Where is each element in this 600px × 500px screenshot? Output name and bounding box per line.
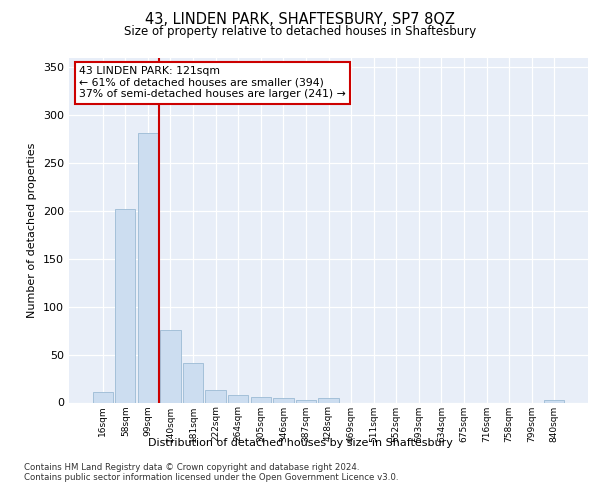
Bar bbox=[138, 133, 158, 402]
Bar bbox=[92, 392, 113, 402]
Text: Contains HM Land Registry data © Crown copyright and database right 2024.: Contains HM Land Registry data © Crown c… bbox=[24, 462, 359, 471]
Bar bbox=[228, 395, 248, 402]
Bar bbox=[205, 390, 226, 402]
Text: 43 LINDEN PARK: 121sqm
← 61% of detached houses are smaller (394)
37% of semi-de: 43 LINDEN PARK: 121sqm ← 61% of detached… bbox=[79, 66, 346, 100]
Bar bbox=[319, 398, 338, 402]
Y-axis label: Number of detached properties: Number of detached properties bbox=[28, 142, 37, 318]
Text: 43, LINDEN PARK, SHAFTESBURY, SP7 8QZ: 43, LINDEN PARK, SHAFTESBURY, SP7 8QZ bbox=[145, 12, 455, 28]
Text: Distribution of detached houses by size in Shaftesbury: Distribution of detached houses by size … bbox=[148, 438, 452, 448]
Bar bbox=[544, 400, 565, 402]
Bar bbox=[160, 330, 181, 402]
Bar bbox=[183, 363, 203, 403]
Bar bbox=[273, 398, 293, 402]
Bar bbox=[251, 397, 271, 402]
Text: Contains public sector information licensed under the Open Government Licence v3: Contains public sector information licen… bbox=[24, 472, 398, 482]
Bar bbox=[296, 400, 316, 402]
Bar bbox=[115, 209, 136, 402]
Text: Size of property relative to detached houses in Shaftesbury: Size of property relative to detached ho… bbox=[124, 25, 476, 38]
